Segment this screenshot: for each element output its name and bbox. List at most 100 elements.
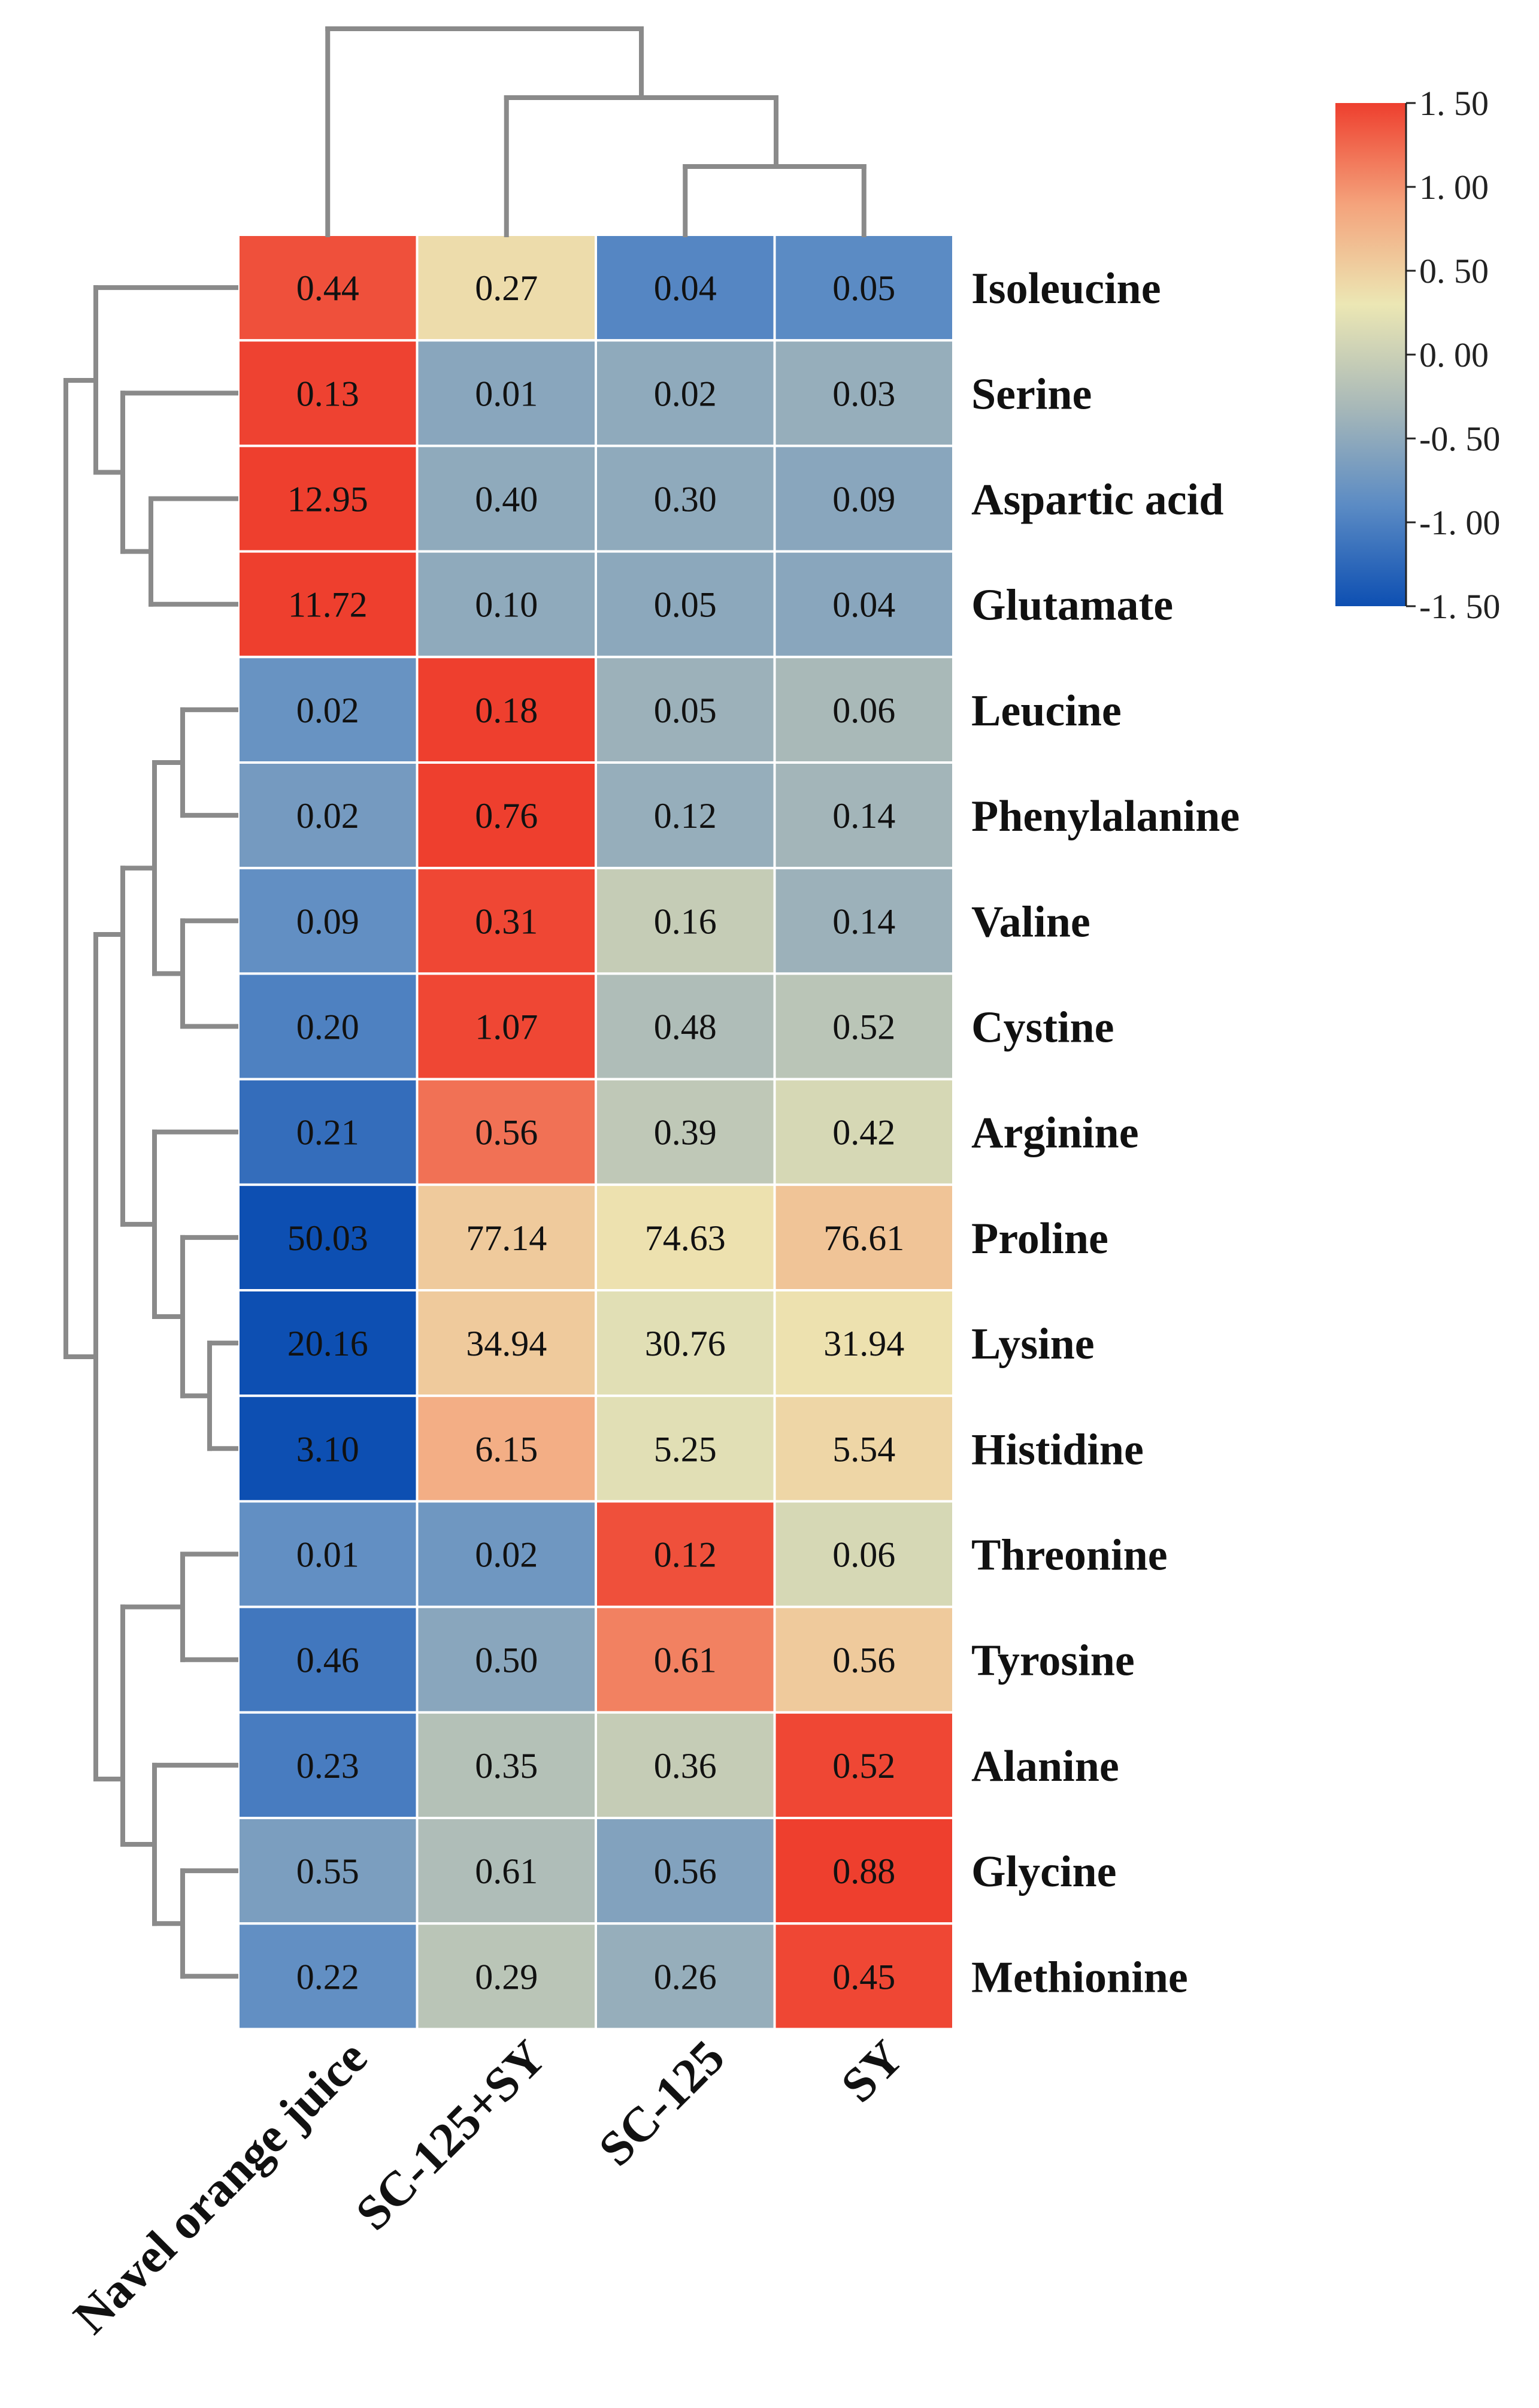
heatmap-cell (595, 1289, 776, 1397)
cell-value-label: 0.76 (475, 796, 538, 836)
cell-value-label: 0.23 (296, 1746, 359, 1786)
cell-value-label: 0.36 (654, 1746, 717, 1786)
cell-value-label: 0.30 (654, 480, 717, 519)
row-label: Alanine (971, 1742, 1119, 1791)
cell-value-label: 0.09 (832, 480, 895, 519)
cell-value-label: 6.15 (475, 1429, 538, 1469)
legend-tick-label: -0. 50 (1419, 419, 1500, 458)
cell-value-label: 0.39 (654, 1113, 717, 1152)
heatmap-cell (773, 1394, 955, 1503)
heatmap-cell (416, 234, 597, 342)
row-label: Proline (971, 1214, 1108, 1263)
cell-value-label: 0.46 (296, 1641, 359, 1680)
heatmap-cells (237, 234, 955, 2031)
row-label: Glutamate (971, 581, 1173, 630)
cell-value-label: 0.02 (654, 374, 717, 413)
cell-value-label: 0.35 (475, 1746, 538, 1786)
row-label: Methionine (971, 1953, 1188, 2002)
cell-value-label: 0.01 (296, 1535, 359, 1575)
column-label: SC-125 (588, 2029, 735, 2176)
heatmap-cell (416, 1289, 597, 1397)
heatmap-cell (595, 1922, 776, 2031)
cell-value-label: 0.14 (832, 902, 895, 941)
cell-value-label: 1.07 (475, 1008, 538, 1047)
cell-value-label: 0.05 (654, 585, 717, 625)
heatmap-cell (416, 1922, 597, 2031)
heatmap-cell (595, 867, 776, 975)
heatmap-cell (595, 655, 776, 764)
column-dendrogram (325, 26, 867, 237)
row-labels: Isoleucine Serine Aspartic acid Glutamate Le… (971, 264, 1240, 2002)
cell-value-label: 11.72 (288, 585, 368, 625)
heatmap-cell (773, 867, 955, 975)
cell-value-label: 0.12 (654, 796, 717, 836)
heatmap-cell (773, 1183, 955, 1292)
heatmap-cell (237, 234, 419, 342)
heatmap-cell (773, 550, 955, 658)
cell-value-label: 0.42 (832, 1113, 895, 1152)
legend-tick-label: -1. 00 (1419, 503, 1500, 542)
heatmap-cell (773, 761, 955, 870)
row-label: Arginine (971, 1109, 1139, 1158)
row-label: Lysine (971, 1320, 1095, 1369)
cell-value-label: 0.20 (296, 1008, 359, 1047)
cell-value-label: 0.02 (296, 691, 359, 730)
cell-value-label: 0.40 (475, 480, 538, 519)
legend-tick-label: -1. 50 (1419, 587, 1500, 626)
column-label: SY (831, 2029, 913, 2112)
cell-value-label: 0.01 (475, 374, 538, 413)
cell-value-label: 0.56 (832, 1641, 895, 1680)
color-legend: 1. 50 1. 00 0. 50 0. 00 -0. 50 -1. 00 -1. 50 (1335, 84, 1500, 626)
cell-value-label: 0.52 (832, 1746, 895, 1786)
cell-value-label: 74.63 (645, 1218, 726, 1258)
cell-value-label: 0.22 (296, 1957, 359, 1996)
heatmap-cell (773, 1605, 955, 1714)
heatmap-cell (416, 1394, 597, 1503)
heatmap-cell (416, 339, 597, 447)
heatmap-cell (773, 655, 955, 764)
legend-tick-label: 0. 50 (1419, 252, 1489, 291)
cell-value-label: 0.50 (475, 1641, 538, 1680)
row-label: Threonine (971, 1531, 1168, 1580)
row-label: Aspartic acid (971, 476, 1223, 525)
heatmap-cell (595, 1605, 776, 1714)
cell-value-label: 0.56 (654, 1852, 717, 1891)
heatmap-cell (773, 444, 955, 553)
heatmap-cell (416, 444, 597, 553)
cell-value-label: 0.14 (832, 796, 895, 836)
cell-value-label: 77.14 (466, 1218, 547, 1258)
cell-value-label: 0.45 (832, 1957, 895, 1996)
row-dendrogram (63, 285, 238, 1979)
heatmap-cell (237, 1394, 419, 1503)
heatmap-cell (595, 761, 776, 870)
cell-value-label: 0.48 (654, 1008, 717, 1047)
heatmap-cell (595, 1711, 776, 1820)
cell-value-label: 0.10 (475, 585, 538, 625)
row-label: Tyrosine (971, 1636, 1135, 1686)
cell-value-label: 0.56 (475, 1113, 538, 1152)
heatmap-cell (416, 1605, 597, 1714)
cell-value-label: 0.13 (296, 374, 359, 413)
heatmap-cell (595, 1394, 776, 1503)
row-label: Phenylalanine (971, 792, 1240, 841)
heatmap-cell (237, 1183, 419, 1292)
cell-value-label: 0.26 (654, 1957, 717, 1996)
heatmap-cell (773, 1817, 955, 1925)
heatmap-cell (416, 655, 597, 764)
legend-tick-label: 0. 00 (1419, 335, 1489, 374)
cell-value-label: 0.16 (654, 902, 717, 941)
legend-tick-label: 1. 00 (1419, 168, 1489, 207)
cell-value-label: 0.61 (475, 1852, 538, 1891)
cell-value-label: 0.06 (832, 1535, 895, 1575)
heatmap-cell (237, 867, 419, 975)
row-label: Leucine (971, 686, 1122, 736)
cell-value-label: 0.31 (475, 902, 538, 941)
cell-value-label: 50.03 (287, 1218, 368, 1258)
heatmap-cell (237, 972, 419, 1081)
heatmap-values: 0.44 0.27 0.04 0.05 0.13 0.01 0.02 0.03 12.95 0.4… (287, 268, 905, 1996)
cell-value-label: 0.27 (475, 268, 538, 308)
row-label: Glycine (971, 1847, 1117, 1896)
cell-value-label: 0.29 (475, 1957, 538, 1996)
